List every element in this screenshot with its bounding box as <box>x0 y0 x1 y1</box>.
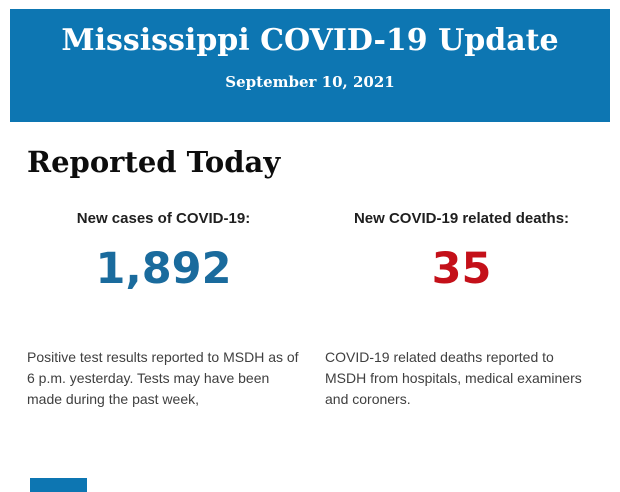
new-deaths-value: 35 <box>431 244 492 294</box>
stats-row: New cases of COVID-19: 1,892 Positive te… <box>27 210 598 410</box>
header-banner: Mississippi COVID-19 Update September 10… <box>10 9 610 122</box>
cutoff-next-section-fragment <box>30 478 87 492</box>
newsletter-date: September 10, 2021 <box>225 73 395 91</box>
new-cases-value: 1,892 <box>95 244 232 294</box>
new-cases-label: New cases of COVID-19: <box>76 210 251 227</box>
new-cases-description: Positive test results reported to MSDH a… <box>27 349 299 407</box>
new-deaths-description: COVID-19 related deaths reported to MSDH… <box>325 349 582 407</box>
section-heading: Reported Today <box>27 145 281 179</box>
newsletter-title: Mississippi COVID-19 Update <box>61 23 559 58</box>
stat-new-deaths: New COVID-19 related deaths: 35 COVID-19… <box>325 210 598 410</box>
report-body: Reported Today New cases of COVID-19: 1,… <box>0 144 620 410</box>
new-deaths-label: New COVID-19 related deaths: <box>353 210 570 227</box>
stat-new-cases: New cases of COVID-19: 1,892 Positive te… <box>27 210 300 410</box>
